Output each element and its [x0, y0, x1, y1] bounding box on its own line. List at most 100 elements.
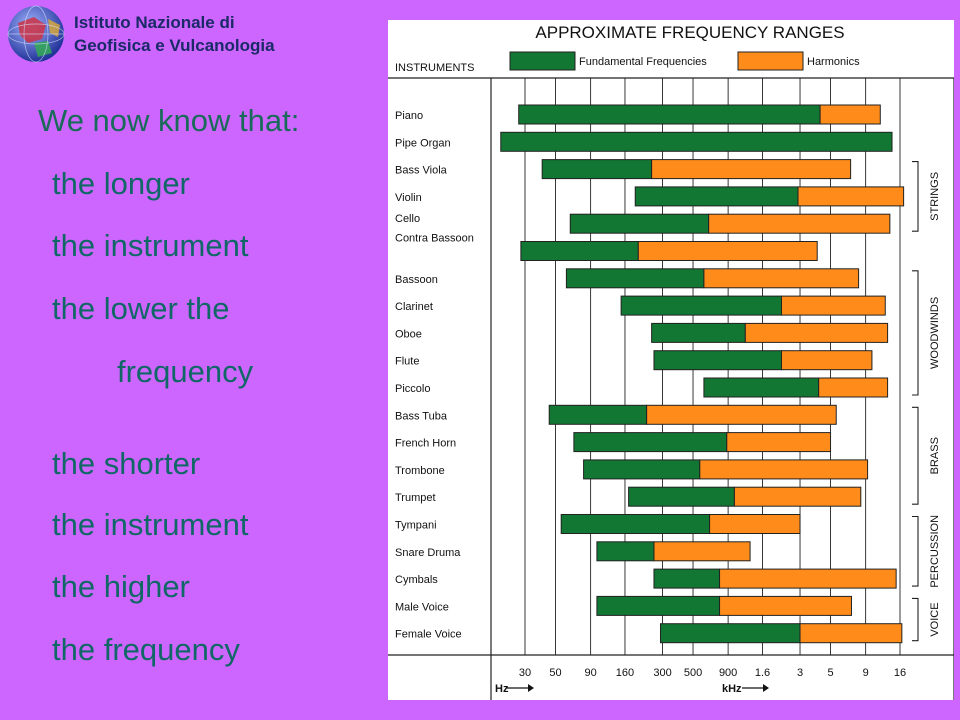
group-bracket [912, 161, 919, 232]
institute-logo: Istituto Nazionale di Geofisica e Vulcan… [4, 3, 304, 65]
fundamental-bar [573, 432, 728, 453]
x-tick-label: 500 [684, 667, 702, 679]
x-tick-label: 1.6 [755, 667, 770, 679]
group-label: WOODWINDS [929, 297, 941, 369]
fundamental-bar [659, 623, 801, 644]
instrument-label: Trumpet [395, 492, 436, 504]
harmonics-bar [733, 486, 862, 507]
instrument-label: Clarinet [395, 301, 433, 313]
instrument-label: Piccolo [395, 383, 430, 395]
group-label: PERCUSSION [929, 515, 941, 588]
logo-line-2: Geofisica e Vulcanologia [74, 36, 275, 55]
chart-title: APPROXIMATE FREQUENCY RANGES [535, 23, 844, 42]
fundamental-bar [520, 241, 639, 261]
slide-line-9: the frequency [52, 632, 240, 667]
legend-harmonics-swatch [737, 51, 804, 71]
harmonics-bar [797, 186, 905, 207]
fundamental-bar [583, 459, 701, 480]
fundamental-bar [653, 568, 721, 589]
instrument-label: Bassoon [395, 274, 438, 286]
hz-unit-label: Hz [495, 683, 509, 695]
slide-line-4: the lower the [52, 291, 230, 326]
fundamental-bar [518, 104, 821, 125]
harmonics-bar [781, 295, 886, 316]
fundamental-bar [651, 322, 746, 343]
slide-line-5: frequency [117, 354, 254, 389]
harmonics-bar [708, 213, 891, 234]
harmonics-bar [651, 159, 852, 180]
legend-fundamental-label: Fundamental Frequencies [579, 56, 707, 68]
harmonics-bar [699, 459, 869, 480]
instrument-label: Violin [395, 192, 422, 204]
group-label: BRASS [929, 437, 941, 474]
slide-line-1: We now know that: [38, 103, 300, 138]
harmonics-bar [819, 104, 881, 125]
instrument-label: Flute [395, 356, 419, 368]
fundamental-bar [565, 268, 705, 289]
slide-line-2: the longer [52, 166, 190, 201]
x-tick-label: 9 [863, 667, 869, 679]
instrument-label: Oboe [395, 328, 422, 340]
slide-line-7: the instrument [52, 507, 249, 542]
harmonics-bar [653, 541, 751, 562]
fundamental-bar [620, 295, 783, 316]
fundamental-bar [628, 486, 735, 507]
x-tick-label: 50 [549, 667, 561, 679]
instrument-label: Female Voice [395, 629, 462, 641]
fundamental-bar [703, 377, 820, 398]
x-tick-label: 5 [827, 667, 833, 679]
instrument-label: French Horn [395, 438, 456, 450]
instrument-label: Bass Tuba [395, 410, 448, 422]
harmonics-bar [703, 268, 860, 289]
chart-svg: APPROXIMATE FREQUENCY RANGES INSTRUMENTS… [388, 23, 954, 700]
harmonics-bar [744, 322, 889, 343]
harmonics-bar [719, 568, 897, 589]
instrument-label: Contra Bassoon [395, 233, 474, 245]
fundamental-bar [596, 541, 655, 562]
group-bracket [912, 597, 919, 642]
instrument-label: Trombone [395, 465, 445, 477]
legend-fundamental-swatch [509, 51, 576, 71]
harmonics-bar [818, 377, 889, 398]
x-tick-label: 300 [653, 667, 671, 679]
fundamental-bar [569, 213, 710, 234]
group-bracket [912, 270, 919, 396]
fundamental-bar [548, 404, 648, 425]
instrument-label: Male Voice [395, 601, 449, 613]
x-tick-label: 3 [797, 667, 803, 679]
instrument-label: Piano [395, 110, 423, 122]
harmonics-bar [719, 595, 852, 616]
fundamental-bar [500, 131, 893, 152]
fundamental-bar [596, 595, 721, 616]
instruments-header: INSTRUMENTS [395, 62, 474, 74]
harmonics-bar [799, 623, 903, 644]
instrument-label: Cello [395, 213, 420, 225]
instrument-label: Cymbals [395, 574, 438, 586]
legend-harmonics-label: Harmonics [807, 56, 860, 68]
fundamental-bar [541, 159, 653, 180]
instrument-label: Bass Viola [395, 165, 448, 177]
harmonics-bar [637, 241, 818, 261]
harmonics-bar [726, 432, 832, 453]
logo-line-1: Istituto Nazionale di [74, 13, 235, 32]
slide-line-6: the shorter [52, 446, 201, 481]
slide-line-3: the instrument [52, 228, 249, 263]
group-label: VOICE [929, 602, 941, 636]
instrument-label: Tympani [395, 520, 437, 532]
harmonics-bar [781, 350, 873, 371]
harmonics-bar [709, 514, 801, 534]
fundamental-bar [634, 186, 799, 207]
x-tick-label: 16 [894, 667, 906, 679]
fundamental-bar [560, 514, 711, 534]
instrument-label: Pipe Organ [395, 137, 451, 149]
frequency-chart: APPROXIMATE FREQUENCY RANGES INSTRUMENTS… [388, 20, 954, 700]
group-label: STRINGS [929, 172, 941, 221]
fundamental-bar [653, 350, 783, 371]
khz-unit-label: kHz [722, 683, 742, 695]
x-tick-label: 160 [616, 667, 634, 679]
group-bracket [912, 515, 919, 587]
globe-icon [7, 5, 65, 63]
x-tick-label: 90 [584, 667, 596, 679]
x-tick-label: 30 [519, 667, 531, 679]
group-bracket [912, 406, 919, 505]
